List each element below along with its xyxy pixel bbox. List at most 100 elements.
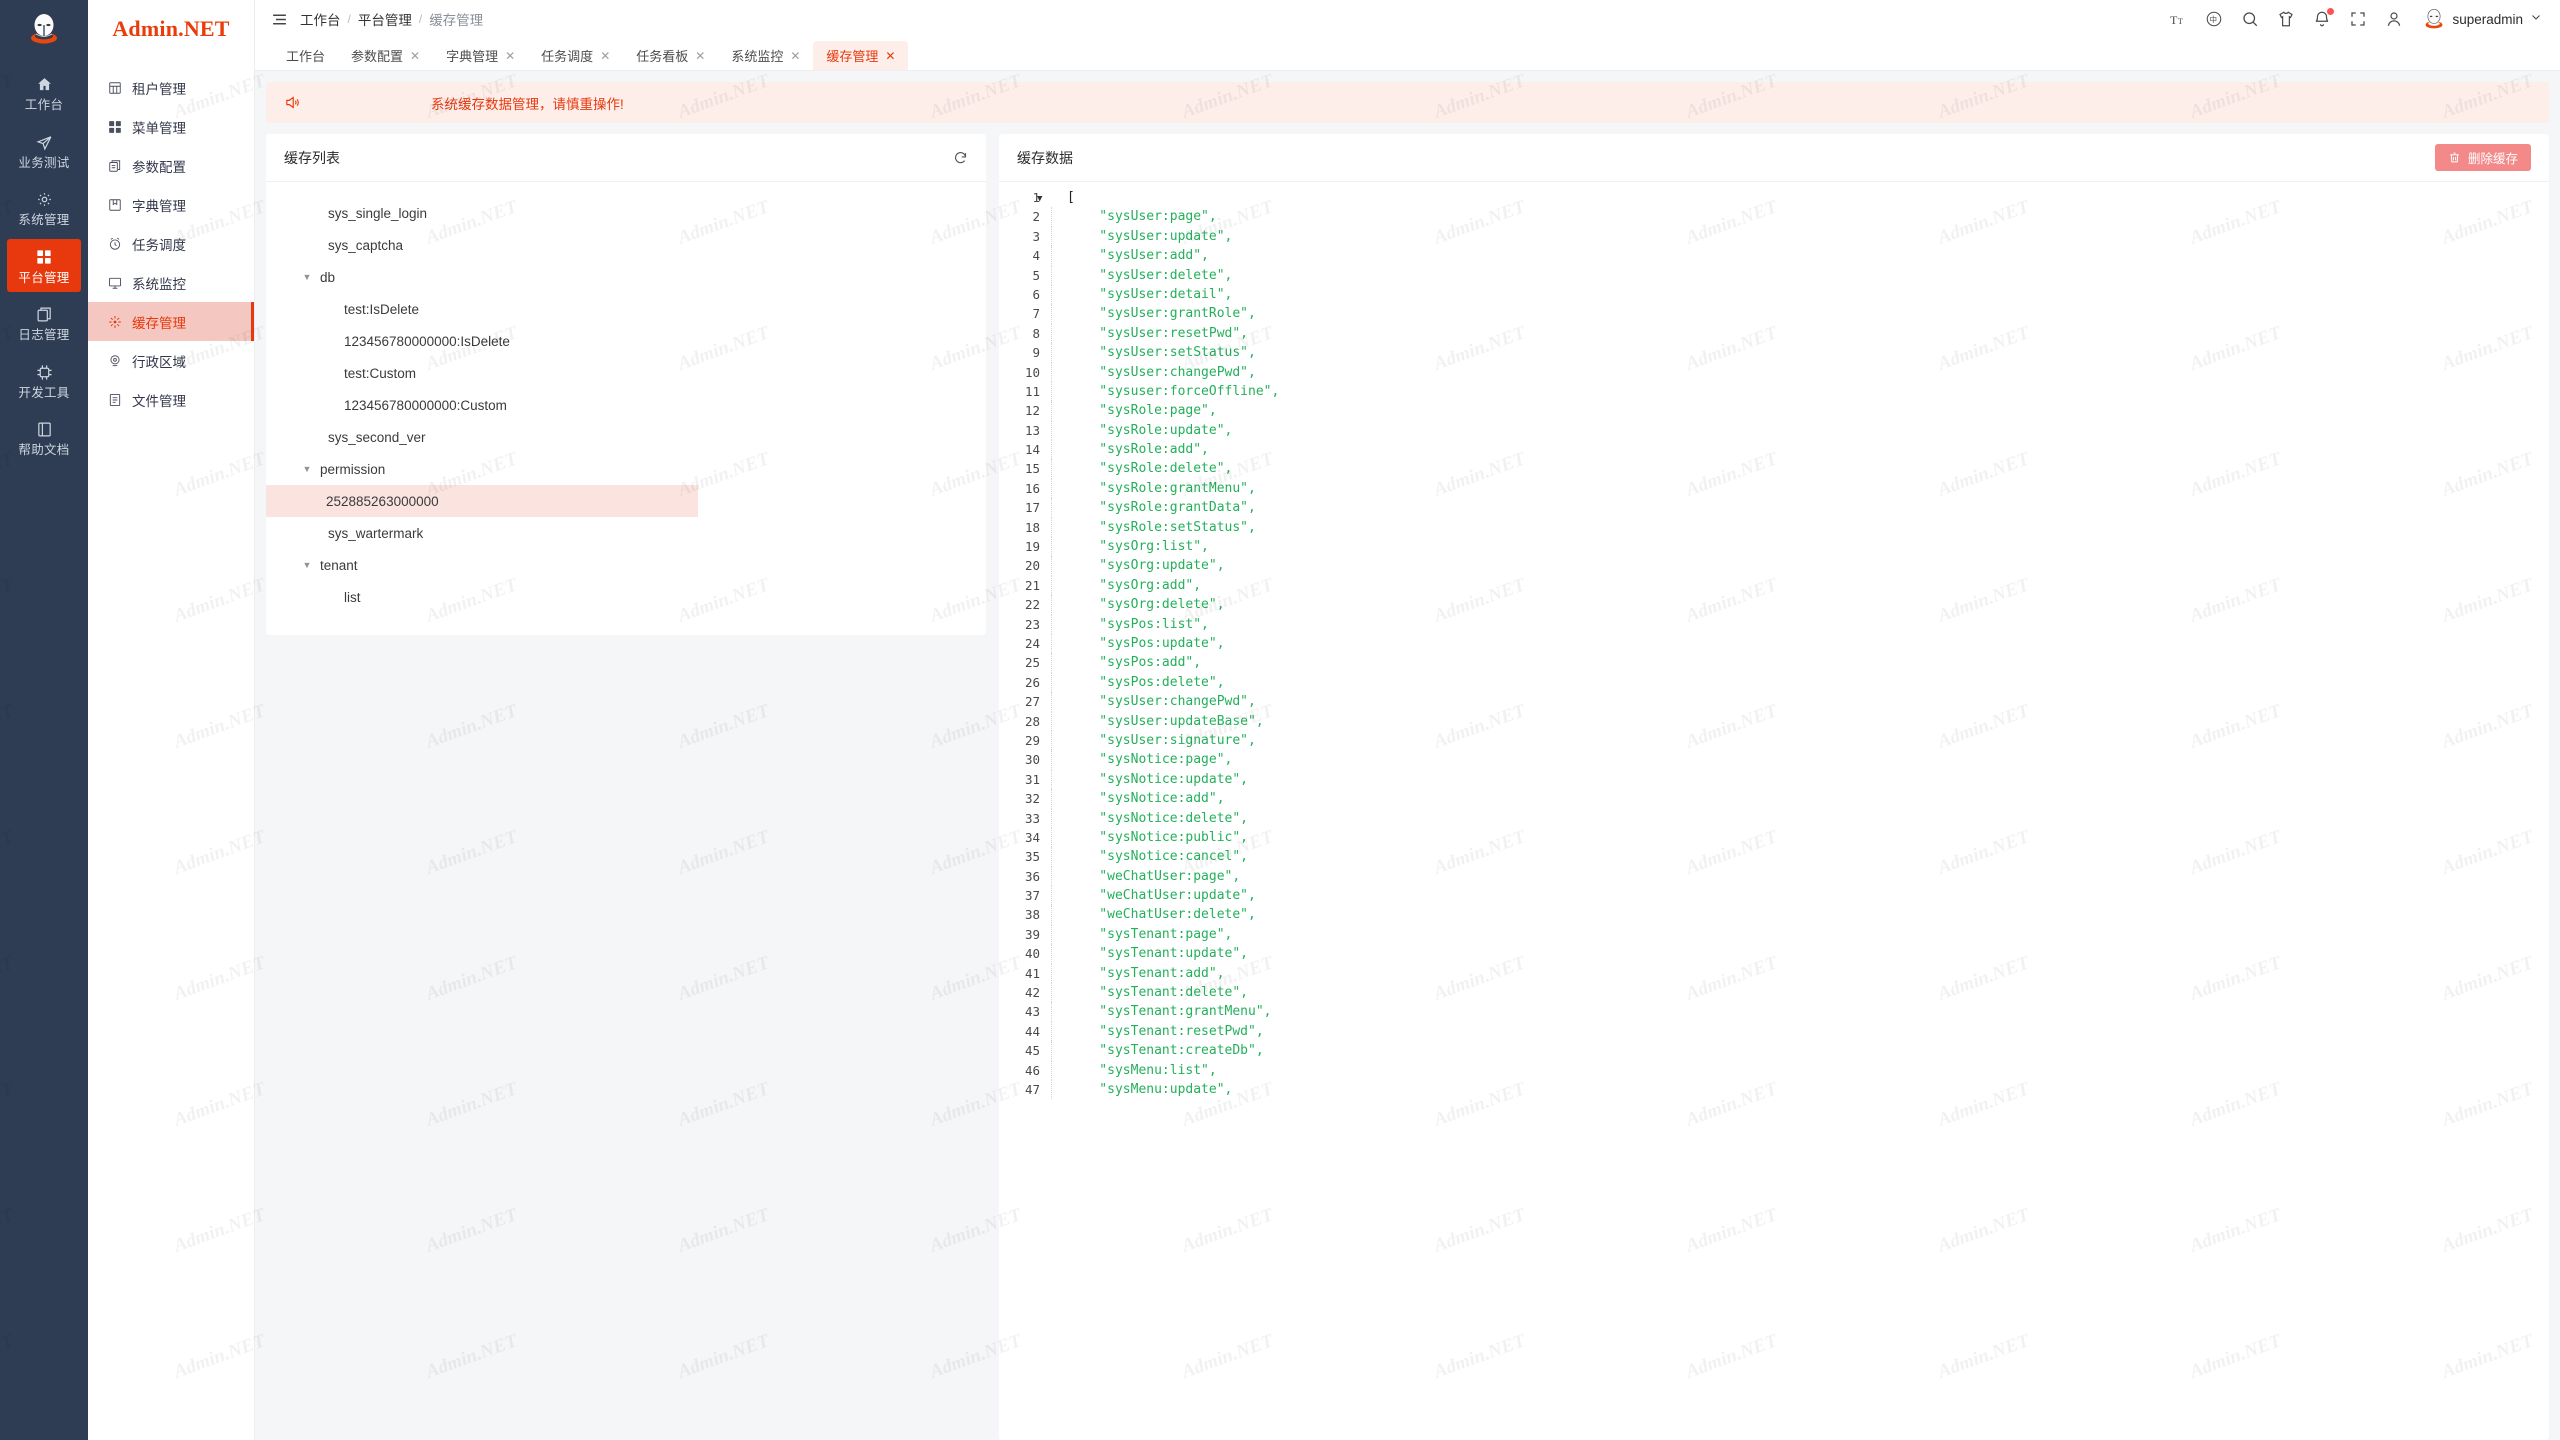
menu-item-param-config[interactable]: 参数配置 [88,146,254,185]
tree-node[interactable]: ▼ 123456780000000:IsDelete [284,325,968,357]
menu-item-cache-manage[interactable]: 缓存管理 [88,302,254,341]
cache-data-title: 缓存数据 [1017,149,1073,166]
rail-item-dev-tools[interactable]: 开发工具 [7,354,81,408]
menu-item-admin-region[interactable]: 行政区域 [88,341,254,380]
tab-system-monitor[interactable]: 系统监控 ✕ [718,41,813,70]
chevron-down-icon[interactable]: ▼ [302,464,312,474]
speaker-icon [284,94,301,111]
line-number: 46 [1024,1062,1040,1078]
home-icon [36,75,53,94]
tree-node[interactable]: ▼ sys_captcha [284,229,968,261]
rail-item-business-test[interactable]: 业务测试 [7,124,81,178]
tree-node-expandable[interactable]: ▼ tenant [284,549,968,581]
hamburger-icon[interactable] [271,11,288,28]
breadcrumb-item-current: 缓存管理 [429,13,484,28]
chevron-down-icon[interactable]: ▼ [302,272,312,282]
menu-item-menu-manage[interactable]: 菜单管理 [88,107,254,146]
cache-data-card: 缓存数据 删除缓存 1 ▼[2 "sysUser:page", 3 "sy [999,134,2549,1440]
tab-param-config[interactable]: 参数配置 ✕ [338,41,433,70]
code-line: 37 "weChatUser:update", [999,886,2549,906]
tab-task-schedule[interactable]: 任务调度 ✕ [528,41,623,70]
indent-guide [1051,672,1052,693]
code-text: "sysNotice:update", [1068,771,1249,787]
tab-workbench[interactable]: 工作台 [273,41,338,70]
code-line: 15 "sysRole:delete", [999,459,2549,479]
code-text: "sysTenant:delete", [1068,985,1249,1001]
gear-icon [36,190,53,209]
fullscreen-icon[interactable] [2349,10,2367,28]
user-menu[interactable]: superadmin [2423,8,2542,30]
code-line: 38 "weChatUser:delete", [999,905,2549,925]
line-number: 22 [1024,597,1040,613]
indent-guide [1051,401,1052,421]
menu-item-file-manage[interactable]: 文件管理 [88,380,254,419]
bell-icon[interactable] [2313,8,2335,28]
breadcrumb-item[interactable]: 平台管理 [357,13,412,28]
tab-task-board[interactable]: 任务看板 ✕ [623,41,718,70]
tree-node[interactable]: ▼ test:IsDelete [284,293,968,325]
close-icon[interactable]: ✕ [600,48,611,63]
book-icon [36,420,53,439]
close-icon[interactable]: ✕ [505,48,516,63]
close-icon[interactable]: ✕ [790,48,801,63]
indent-guide [1051,498,1052,518]
indent-guide [1051,226,1052,247]
language-icon[interactable]: 中 [2205,10,2223,28]
grid-icon [107,119,122,134]
code-line: 30 "sysNotice:page", [999,750,2549,770]
json-viewer[interactable]: 1 ▼[2 "sysUser:page", 3 "sysUser:update", 4… [999,182,2549,1440]
line-number: 10 [1024,364,1040,380]
app-logo[interactable] [0,0,88,58]
tab-cache-manage[interactable]: 缓存管理 ✕ [813,41,909,70]
rail-item-system-manage[interactable]: 系统管理 [7,181,81,235]
close-icon[interactable]: ✕ [885,48,896,63]
tree-node[interactable]: ▼ test:Custom [284,357,968,389]
tree-node-expandable[interactable]: ▼ db [284,261,968,293]
close-icon[interactable]: ✕ [410,48,421,63]
chevron-down-icon[interactable]: ▼ [302,560,312,570]
tab-dict-manage[interactable]: 字典管理 ✕ [433,41,528,70]
tree-node[interactable]: ▼ sys_single_login [284,197,968,229]
search-icon[interactable] [2241,10,2259,28]
line-number: 17 [1024,500,1040,516]
clock-icon [107,236,122,251]
indent-guide [1051,440,1052,460]
theme-shirt-icon[interactable] [2277,10,2295,28]
rail-item-log-manage[interactable]: 日志管理 [7,296,81,350]
chevron-down-icon [2530,10,2542,28]
rail-item-platform-manage[interactable]: 平台管理 [7,238,81,292]
indent-guide [1051,827,1052,848]
breadcrumb-item[interactable]: 工作台 [300,13,341,28]
indent-guide [1051,1079,1052,1100]
tree-node-expandable[interactable]: ▼ permission [284,453,968,485]
code-text: "sysTenant:page", [1068,926,1233,942]
indent-guide [1051,983,1052,1003]
code-line: 16 "sysRole:grantMenu", [999,478,2549,499]
menu-item-system-monitor[interactable]: 系统监控 [88,263,254,302]
grid-icon [36,248,52,267]
menu-item-dict-manage[interactable]: 字典管理 [88,185,254,224]
code-line: 36 "weChatUser:page", [999,866,2549,887]
tree-node[interactable]: ▼ list [284,581,968,613]
line-number: 28 [1024,713,1040,729]
menu-item-task-schedule[interactable]: 任务调度 [88,224,254,263]
code-line: 22 "sysOrg:delete", [999,595,2549,615]
tree-node[interactable]: ▼ 123456780000000:Custom [284,389,968,421]
code-text: "sysRole:grantData", [1068,500,1256,516]
rail-item-help-docs[interactable]: 帮助文档 [7,411,81,465]
rail-item-workbench[interactable]: 工作台 [7,66,81,120]
delete-cache-button[interactable]: 删除缓存 [2434,144,2531,171]
tree-node[interactable]: ▼ sys_second_ver [284,421,968,453]
close-icon[interactable]: ✕ [695,48,706,63]
fold-toggle-icon[interactable]: ▼ [1037,194,1043,204]
tree-node[interactable]: ▼ sys_wartermark [284,517,968,549]
menu-item-list: 租户管理 菜单管理 参数配置 字典管理 [88,58,254,419]
code-text: "sysOrg:update", [1068,558,1225,574]
user-icon[interactable] [2385,10,2403,28]
menu-item-tenant-manage[interactable]: 租户管理 [88,68,254,107]
refresh-icon[interactable] [953,150,968,165]
tree-node-selected[interactable]: ▼ 252885263000000 [266,485,698,517]
code-text: "sysUser:update", [1068,228,1233,244]
